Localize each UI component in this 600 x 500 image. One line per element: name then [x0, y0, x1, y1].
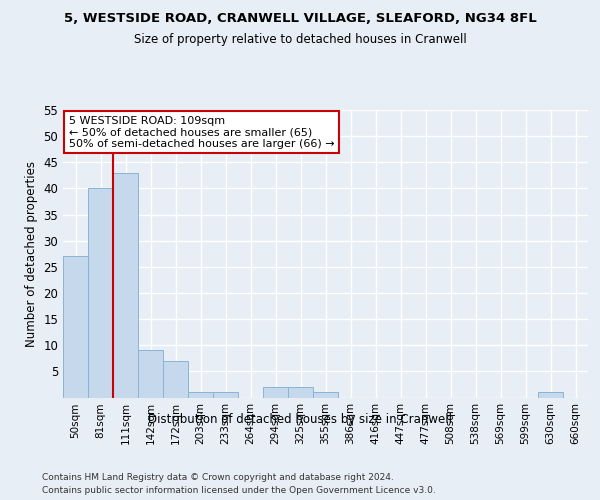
- Text: Contains HM Land Registry data © Crown copyright and database right 2024.: Contains HM Land Registry data © Crown c…: [42, 472, 394, 482]
- Y-axis label: Number of detached properties: Number of detached properties: [25, 161, 38, 347]
- Bar: [213, 392, 238, 398]
- Bar: [288, 387, 313, 398]
- Bar: [63, 256, 88, 398]
- Bar: [163, 361, 188, 398]
- Bar: [263, 387, 288, 398]
- Bar: [313, 392, 338, 398]
- Bar: [138, 350, 163, 398]
- Text: Size of property relative to detached houses in Cranwell: Size of property relative to detached ho…: [134, 32, 466, 46]
- Bar: [188, 392, 213, 398]
- Bar: [88, 188, 113, 398]
- Text: Contains public sector information licensed under the Open Government Licence v3: Contains public sector information licen…: [42, 486, 436, 495]
- Text: 5 WESTSIDE ROAD: 109sqm
← 50% of detached houses are smaller (65)
50% of semi-de: 5 WESTSIDE ROAD: 109sqm ← 50% of detache…: [68, 116, 334, 149]
- Bar: [538, 392, 563, 398]
- Text: 5, WESTSIDE ROAD, CRANWELL VILLAGE, SLEAFORD, NG34 8FL: 5, WESTSIDE ROAD, CRANWELL VILLAGE, SLEA…: [64, 12, 536, 26]
- Bar: [113, 172, 138, 398]
- Text: Distribution of detached houses by size in Cranwell: Distribution of detached houses by size …: [148, 412, 452, 426]
